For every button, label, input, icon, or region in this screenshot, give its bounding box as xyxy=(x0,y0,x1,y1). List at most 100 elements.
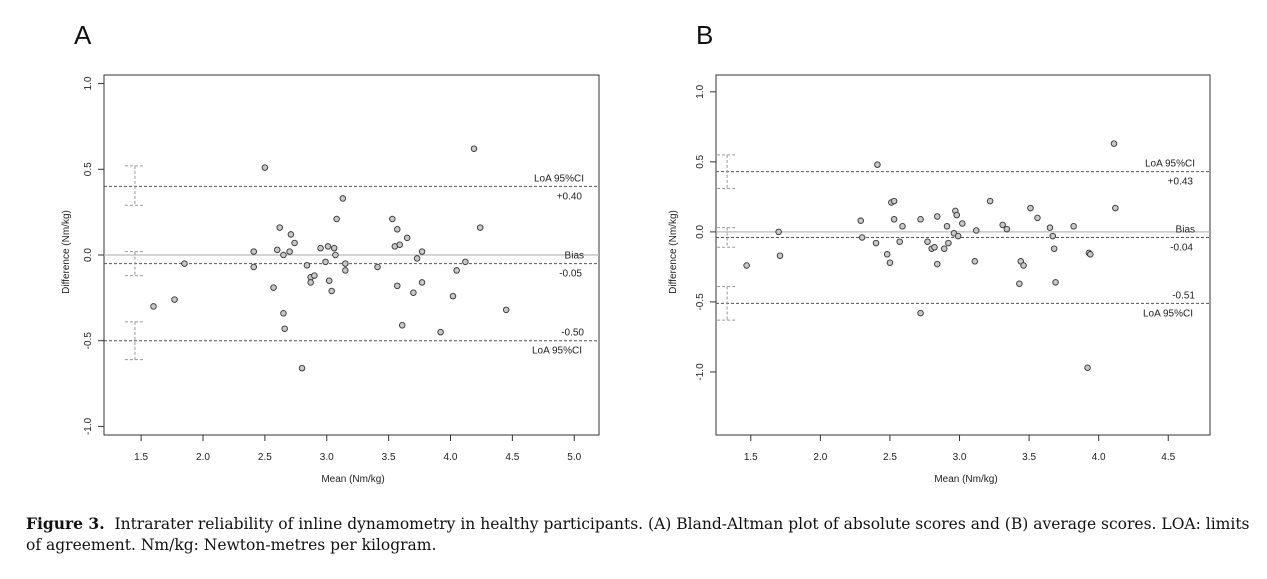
data-point xyxy=(374,263,381,271)
data-point xyxy=(280,251,287,259)
data-point xyxy=(1027,204,1034,212)
data-point xyxy=(959,220,966,227)
data-point xyxy=(418,248,426,255)
data-point xyxy=(276,224,283,231)
data-point xyxy=(940,245,948,252)
x-tick-label: 3.5 xyxy=(1022,452,1036,463)
y-tick-label: 0.0 xyxy=(83,248,94,262)
data-point xyxy=(874,161,881,168)
data-point xyxy=(150,303,157,310)
data-point xyxy=(896,238,903,245)
caption-text: Intrarater reliability of inline dynamom… xyxy=(26,515,1250,554)
data-point xyxy=(890,197,898,205)
plot-frame xyxy=(715,74,1211,436)
data-point xyxy=(342,267,349,274)
lower-label-top: -0.51 xyxy=(1172,290,1195,301)
data-point xyxy=(250,248,257,255)
bias-label-bottom: -0.04 xyxy=(1170,242,1193,253)
data-point xyxy=(403,234,411,242)
data-point xyxy=(943,223,951,230)
data-point xyxy=(287,231,295,238)
data-point xyxy=(298,364,306,372)
y-tick-label: -0.5 xyxy=(695,293,706,311)
data-point xyxy=(280,310,287,317)
upper-label-top: LoA 95%CI xyxy=(534,173,584,184)
data-point xyxy=(972,227,980,234)
data-point xyxy=(775,228,782,236)
y-axis-label: Difference (Nm/kg) xyxy=(668,210,679,294)
upper-label-top: LoA 95%CI xyxy=(1145,159,1195,170)
panel-b: B 1.5 2.0 2.5 3.0 3.5 4.0 4.5 Mean (Nm/kg) -1.0 -0… xyxy=(668,20,1211,485)
data-point xyxy=(1034,214,1041,222)
data-point xyxy=(307,279,314,286)
ci-bar xyxy=(124,251,145,277)
data-point xyxy=(934,213,941,220)
data-point xyxy=(883,251,891,258)
x-tick-label: 4.0 xyxy=(444,452,458,463)
data-point xyxy=(470,145,478,152)
ci-bar xyxy=(717,227,738,248)
data-point xyxy=(261,164,269,171)
data-point xyxy=(743,262,750,269)
y-tick-label: 0.5 xyxy=(695,154,706,168)
panel-letter: A xyxy=(74,20,92,50)
data-point xyxy=(890,216,898,223)
ci-bar xyxy=(717,154,738,189)
data-point xyxy=(303,262,311,269)
x-tick-label: 2.5 xyxy=(258,452,272,463)
data-point xyxy=(394,226,401,233)
y-tick-label: -1.0 xyxy=(83,417,94,435)
data-point xyxy=(394,282,401,290)
ci-bar xyxy=(124,165,145,206)
data-point xyxy=(476,224,484,231)
data-point xyxy=(339,195,347,202)
data-point xyxy=(181,260,188,267)
y-tick-label: -0.5 xyxy=(83,332,94,350)
data-point xyxy=(449,292,457,300)
upper-label-bottom: +0.40 xyxy=(557,191,583,202)
data-point xyxy=(418,279,426,286)
data-point xyxy=(1050,245,1058,252)
data-point xyxy=(1016,280,1023,287)
lower-label-bottom: LoA 95%CI xyxy=(1143,308,1193,319)
x-tick-label: 2.5 xyxy=(883,452,897,463)
lower-label-top: -0.50 xyxy=(561,328,584,339)
data-point xyxy=(945,239,952,247)
data-point xyxy=(502,306,510,314)
x-tick-label: 1.5 xyxy=(744,452,758,463)
x-tick-label: 4.5 xyxy=(505,452,519,463)
data-point xyxy=(328,287,335,295)
bias-label-bottom: -0.05 xyxy=(559,269,582,280)
data-point xyxy=(286,248,293,255)
caption-label: Figure 3. xyxy=(26,514,105,533)
data-point xyxy=(776,252,784,259)
figure-caption: Figure 3. Intrarater reliability of inli… xyxy=(26,513,1256,556)
data-point xyxy=(398,322,406,329)
y-tick-label: 1.0 xyxy=(83,76,94,90)
data-point xyxy=(924,238,931,245)
data-point xyxy=(1003,225,1011,233)
x-axis-label: Mean (Nm/kg) xyxy=(321,474,384,485)
x-tick-label: 1.5 xyxy=(134,452,148,463)
data-point xyxy=(342,260,349,267)
data-point xyxy=(250,263,257,271)
data-point xyxy=(291,239,298,247)
data-point xyxy=(858,234,866,241)
data-point xyxy=(311,272,318,279)
y-tick-label: 0.5 xyxy=(83,162,94,176)
x-tick-label: 4.5 xyxy=(1161,452,1175,463)
data-point xyxy=(857,217,864,224)
data-point xyxy=(917,309,924,317)
data-point xyxy=(333,215,340,223)
bias-label-top: Bias xyxy=(1176,224,1195,235)
data-point xyxy=(934,260,941,268)
data-point xyxy=(931,244,938,251)
data-point xyxy=(1110,140,1118,147)
data-point xyxy=(396,241,404,248)
y-tick-label: 0.0 xyxy=(695,225,706,239)
data-point xyxy=(917,216,924,223)
x-tick-label: 2.0 xyxy=(813,452,827,463)
data-point xyxy=(986,197,994,205)
y-tick-label: -1.0 xyxy=(695,363,706,381)
ci-bar xyxy=(717,286,738,321)
